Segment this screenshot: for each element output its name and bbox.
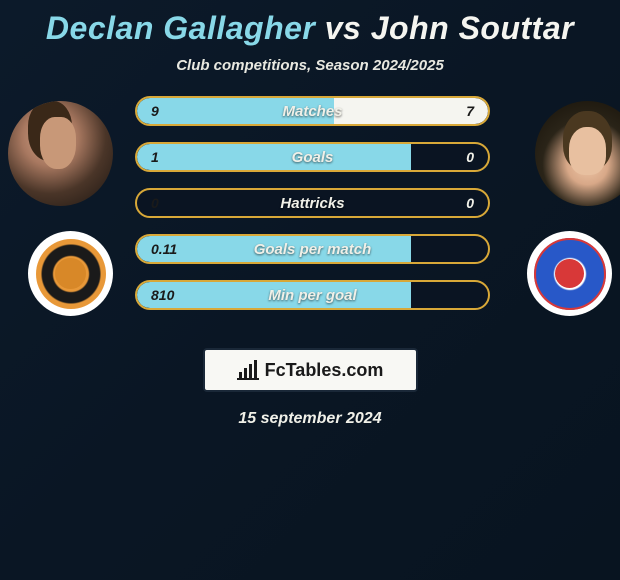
watermark-text: FcTables.com xyxy=(265,360,384,381)
player2-name: John Souttar xyxy=(371,10,574,46)
chart-icon xyxy=(237,360,259,380)
comparison-title: Declan Gallagher vs John Souttar xyxy=(0,0,620,47)
player2-club-crest xyxy=(527,231,612,316)
player2-photo xyxy=(535,101,620,206)
watermark: FcTables.com xyxy=(203,348,418,392)
stat-label: Min per goal xyxy=(137,282,488,308)
stat-label: Matches xyxy=(137,98,488,124)
vs-separator: vs xyxy=(325,10,362,46)
date: 15 september 2024 xyxy=(0,410,620,428)
player1-name: Declan Gallagher xyxy=(46,10,315,46)
stat-bar: 00Hattricks xyxy=(135,188,490,218)
stat-label: Goals per match xyxy=(137,236,488,262)
stat-bars-container: 97Matches 10Goals 00Hattricks 0.11Goals per… xyxy=(135,96,490,326)
stat-bar: 0.11Goals per match xyxy=(135,234,490,264)
stat-label: Hattricks xyxy=(137,190,488,216)
stat-label: Goals xyxy=(137,144,488,170)
stat-bar: 10Goals xyxy=(135,142,490,172)
player1-club-crest xyxy=(28,231,113,316)
player1-photo xyxy=(8,101,113,206)
stat-bar: 810Min per goal xyxy=(135,280,490,310)
comparison-content: 97Matches 10Goals 00Hattricks 0.11Goals per… xyxy=(0,96,620,336)
stat-bar: 97Matches xyxy=(135,96,490,126)
subtitle: Club competitions, Season 2024/2025 xyxy=(0,57,620,74)
